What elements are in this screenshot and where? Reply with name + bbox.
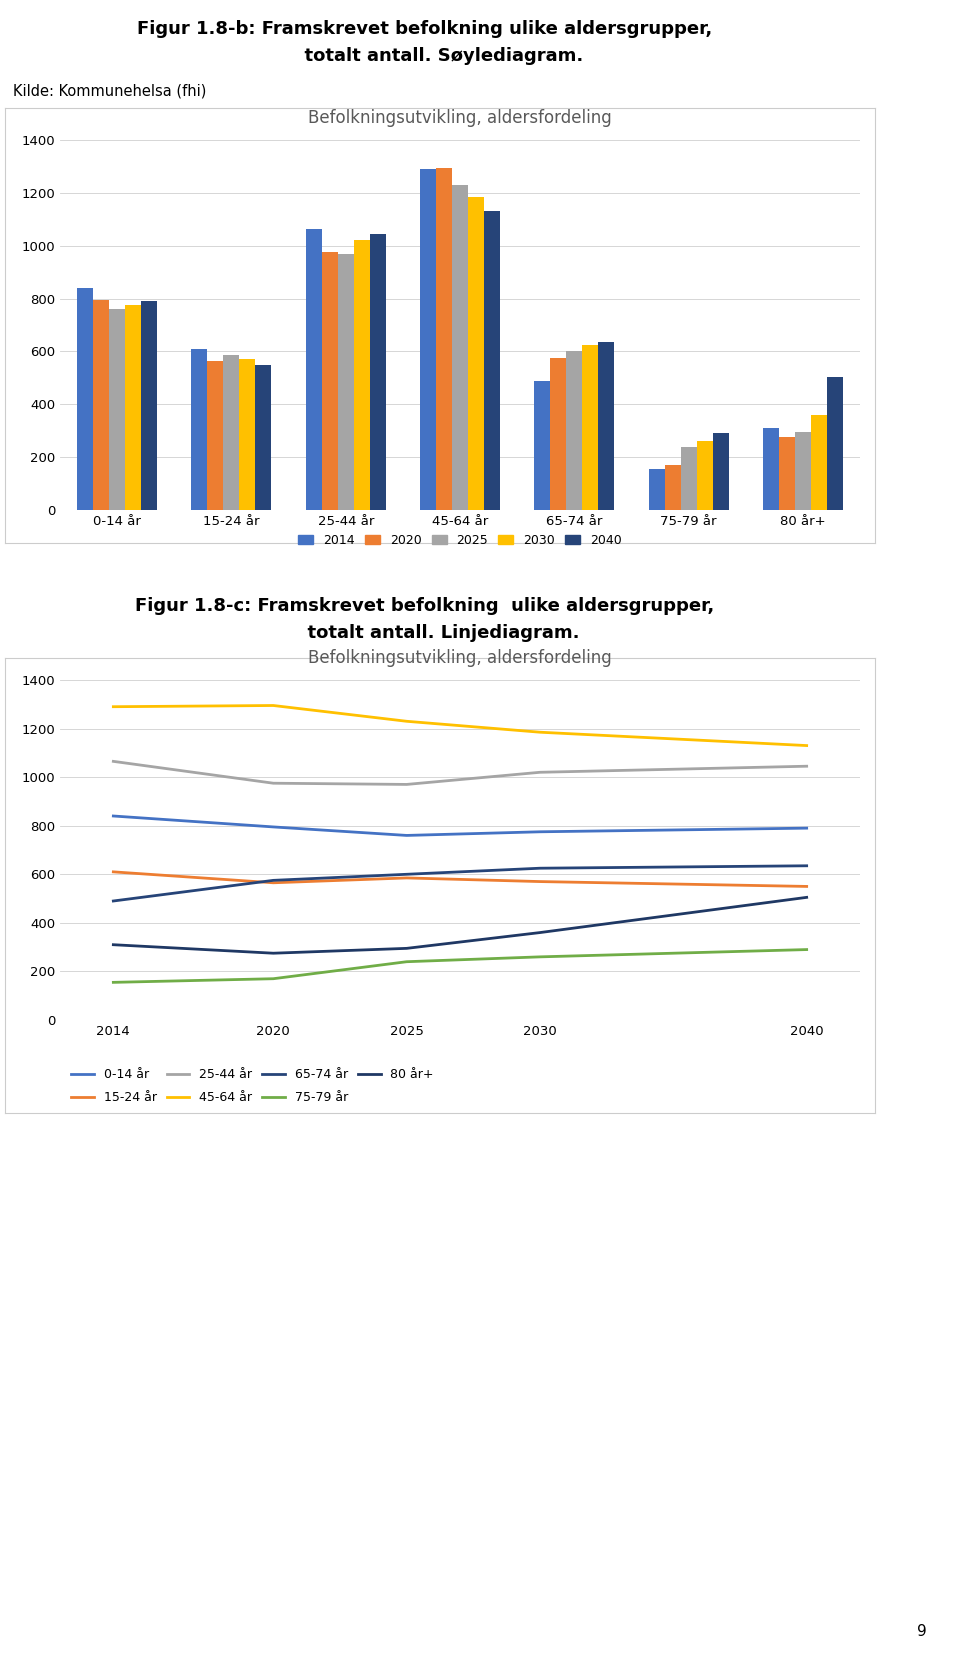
- Bar: [827, 377, 843, 510]
- Bar: [338, 254, 353, 510]
- Line: 80 år+: 80 år+: [113, 897, 806, 953]
- Bar: [109, 309, 125, 510]
- Line: 0-14 år: 0-14 år: [113, 816, 806, 835]
- Bar: [93, 301, 109, 510]
- Bar: [191, 349, 207, 510]
- 25-44 år: [535, 762, 546, 782]
- 0-14 år: [801, 819, 812, 839]
- 25-44 år: [801, 756, 812, 776]
- 65-74 år: [108, 890, 119, 910]
- Bar: [322, 252, 338, 510]
- Bar: [77, 287, 93, 510]
- 80 år+: [268, 943, 279, 963]
- 25-44 år: [108, 751, 119, 771]
- Bar: [566, 352, 583, 510]
- Title: Befolkningsutvikling, aldersfordeling: Befolkningsutvikling, aldersfordeling: [308, 649, 612, 668]
- Bar: [811, 415, 827, 510]
- Line: 25-44 år: 25-44 år: [113, 761, 806, 784]
- Bar: [353, 241, 370, 510]
- 0-14 år: [108, 806, 119, 826]
- Bar: [484, 211, 500, 510]
- Bar: [207, 360, 224, 510]
- 80 år+: [801, 887, 812, 907]
- Bar: [681, 447, 697, 510]
- Bar: [436, 168, 452, 510]
- Bar: [535, 380, 550, 510]
- Bar: [305, 229, 322, 510]
- Bar: [697, 442, 712, 510]
- Bar: [763, 429, 779, 510]
- 45-64 år: [401, 711, 413, 731]
- Line: 15-24 år: 15-24 år: [113, 872, 806, 887]
- Bar: [255, 365, 272, 510]
- Text: Figur 1.8-b: Framskrevet befolkning ulike aldersgrupper,: Figur 1.8-b: Framskrevet befolkning ulik…: [137, 20, 712, 38]
- 15-24 år: [268, 872, 279, 892]
- 0-14 år: [268, 817, 279, 837]
- Bar: [452, 184, 468, 510]
- Bar: [649, 468, 664, 510]
- 15-24 år: [535, 872, 546, 892]
- 65-74 år: [801, 855, 812, 875]
- 75-79 år: [108, 972, 119, 992]
- Bar: [468, 196, 484, 510]
- 25-44 år: [401, 774, 413, 794]
- 45-64 år: [108, 696, 119, 716]
- 25-44 år: [268, 774, 279, 794]
- Text: totalt antall. Linjediagram.: totalt antall. Linjediagram.: [271, 625, 580, 643]
- Bar: [239, 359, 255, 510]
- Title: Befolkningsutvikling, aldersfordeling: Befolkningsutvikling, aldersfordeling: [308, 110, 612, 128]
- 15-24 år: [401, 869, 413, 889]
- 65-74 år: [268, 870, 279, 890]
- Line: 45-64 år: 45-64 år: [113, 706, 806, 746]
- Bar: [550, 359, 566, 510]
- 75-79 år: [401, 952, 413, 972]
- Line: 75-79 år: 75-79 år: [113, 950, 806, 982]
- Bar: [712, 434, 729, 510]
- Bar: [664, 465, 681, 510]
- Bar: [795, 432, 811, 510]
- 80 år+: [108, 935, 119, 955]
- 45-64 år: [801, 736, 812, 756]
- Bar: [224, 355, 239, 510]
- 0-14 år: [535, 822, 546, 842]
- Text: 9: 9: [917, 1624, 926, 1639]
- 45-64 år: [535, 723, 546, 742]
- Text: Figur 1.8-c: Framskrevet befolkning  ulike aldersgrupper,: Figur 1.8-c: Framskrevet befolkning ulik…: [135, 596, 714, 615]
- Bar: [583, 345, 598, 510]
- Bar: [420, 169, 436, 510]
- 15-24 år: [801, 877, 812, 897]
- 15-24 år: [108, 862, 119, 882]
- Text: totalt antall. Søylediagram.: totalt antall. Søylediagram.: [267, 47, 583, 65]
- 75-79 år: [801, 940, 812, 960]
- Bar: [141, 301, 157, 510]
- Bar: [598, 342, 614, 510]
- Legend: 0-14 år, 15-24 år, 25-44 år, 45-64 år, 65-74 år, 75-79 år, 80 år+: 0-14 år, 15-24 år, 25-44 år, 45-64 år, 6…: [66, 1063, 439, 1110]
- Line: 65-74 år: 65-74 år: [113, 865, 806, 900]
- Legend: 2014, 2020, 2025, 2030, 2040: 2014, 2020, 2025, 2030, 2040: [293, 528, 627, 551]
- Bar: [125, 306, 141, 510]
- Bar: [779, 437, 795, 510]
- 80 år+: [535, 922, 546, 942]
- 75-79 år: [535, 947, 546, 967]
- 80 år+: [401, 938, 413, 958]
- 0-14 år: [401, 826, 413, 845]
- Bar: [370, 234, 386, 510]
- 45-64 år: [268, 696, 279, 716]
- 75-79 år: [268, 968, 279, 988]
- Text: Kilde: Kommunehelsa (fhi): Kilde: Kommunehelsa (fhi): [13, 83, 206, 98]
- 65-74 år: [535, 859, 546, 879]
- 65-74 år: [401, 864, 413, 884]
